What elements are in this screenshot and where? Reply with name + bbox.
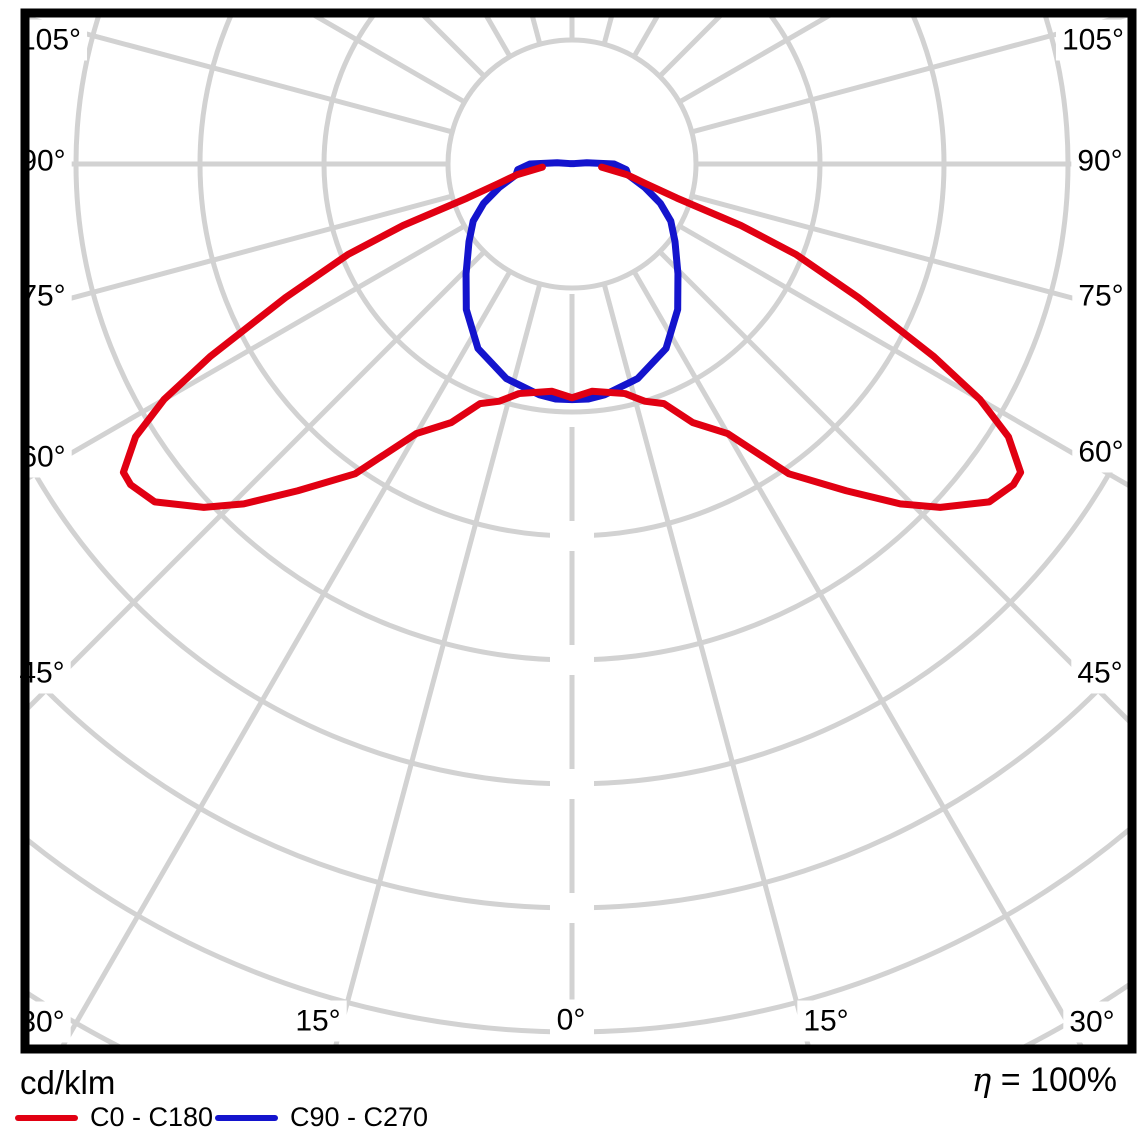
plot-border — [20, 8, 1137, 1054]
angle-tick-label: 15° — [295, 1005, 340, 1038]
grid-radial-line — [691, 193, 1128, 316]
angle-tick-label-bg — [1055, 19, 1131, 61]
grid-radial-line — [657, 249, 1128, 724]
eta-symbol: η — [971, 1060, 992, 1099]
angle-tick-label-bg — [289, 1000, 347, 1042]
grid-radial-line — [678, 223, 1128, 488]
angle-tick-label-bg — [1072, 431, 1130, 473]
angle-tick-label-bg — [1071, 140, 1129, 182]
legend-swatch-c90-c270 — [215, 1115, 278, 1121]
legend-label-c90-c270: C90 - C270 — [290, 1102, 429, 1132]
grid-radial-line — [29, 193, 453, 312]
grid-radial-line — [60, 270, 513, 1045]
angle-tick-label: 45° — [1077, 657, 1122, 690]
angle-tick-label-bg — [797, 1000, 855, 1042]
grid-radial-line — [678, 17, 831, 105]
angle-tick-label-bg — [1071, 652, 1129, 694]
angle-tick-label: 30° — [1069, 1006, 1114, 1039]
grid-radial-line — [691, 17, 1128, 135]
grid-radial-line — [333, 283, 543, 1045]
grid-radial-line — [29, 249, 487, 711]
angle-tick-label: 0° — [557, 1004, 586, 1037]
angle-tick-label-bg — [1063, 1001, 1121, 1043]
legend: C0 - C180 C90 - C270 — [0, 1102, 700, 1136]
grid-radial-line — [29, 17, 453, 135]
angle-tick-label: 60° — [1078, 436, 1123, 469]
grid-radial-line — [601, 283, 811, 1045]
angle-tick-label: 15° — [803, 1005, 848, 1038]
legend-swatch-c0-c180 — [15, 1115, 78, 1121]
angle-tick-label-bg — [1072, 275, 1130, 317]
angle-tick-label: 90° — [1077, 145, 1122, 178]
legend-label-c0-c180: C0 - C180 — [90, 1102, 214, 1132]
unit-label: cd/klm — [20, 1064, 116, 1101]
chart-footer: cd/klm C0 - C180 C90 - C270 η = 100% — [0, 1058, 1143, 1143]
curve-c0-c180 — [119, 163, 1025, 511]
eta-value: = 100% — [991, 1061, 1117, 1099]
efficiency-label: η = 100% — [972, 1060, 1118, 1100]
angle-tick-label: 75° — [1078, 280, 1123, 313]
angle-tick-label: 105° — [1062, 24, 1124, 57]
grid-radial-line — [631, 270, 1084, 1045]
grid-radial-line — [313, 17, 466, 105]
angle-tick-label-bg — [550, 999, 592, 1041]
